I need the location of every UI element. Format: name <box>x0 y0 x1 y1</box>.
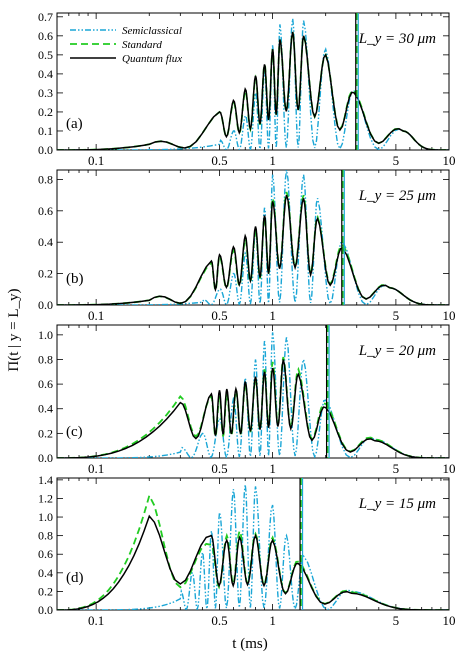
y-tick-label: 0.5 <box>38 48 53 62</box>
ly-label: L_y = 25 μm <box>358 188 436 204</box>
x-tick-label: 5 <box>393 613 400 628</box>
y-tick-label: 0.6 <box>38 377 53 391</box>
panel-label: (a) <box>66 116 83 132</box>
series-semiclassical <box>57 18 449 150</box>
y-tick-label: 0.4 <box>38 402 53 416</box>
axes-frame <box>56 324 450 459</box>
x-tick-label: 0.1 <box>88 461 104 476</box>
x-tick-label: 5 <box>393 461 400 476</box>
series-semiclassical <box>57 170 449 305</box>
panel-0: 0.1 0.5 1 5 10 0.0 0.1 0.2 0.3 0.4 0.5 0.6 0.7 (a) L_y… <box>38 10 456 168</box>
y-tick-label: 0.8 <box>38 172 53 186</box>
series-quantum-flux <box>57 31 449 150</box>
x-tick-label: 0.5 <box>211 153 227 168</box>
legend: Semiclassical Standard Quantum flux <box>70 25 182 65</box>
series-quantum-flux <box>57 359 449 458</box>
x-tick-label: 1 <box>269 461 276 476</box>
y-tick-label: 0.0 <box>38 143 53 157</box>
y-tick-label: 0.2 <box>38 105 53 119</box>
panels: 0.1 0.5 1 5 10 0.0 0.1 0.2 0.3 0.4 0.5 0.6 0.7 (a) L_y… <box>38 10 456 628</box>
x-tick-label: 10 <box>443 613 456 628</box>
y-tick-label: 0.2 <box>38 267 53 281</box>
y-tick-label: 1.0 <box>38 510 53 524</box>
x-tick-label: 0.5 <box>211 613 227 628</box>
x-tick-label: 1 <box>269 153 276 168</box>
x-tick-label: 10 <box>443 308 456 323</box>
panel-1: 0.1 0.5 1 5 10 0.0 0.2 0.4 0.6 0.8 (b) L_y = 25 μm <box>38 169 456 323</box>
y-tick-label: 0.2 <box>38 584 53 598</box>
series-quantum-flux <box>57 194 449 305</box>
panel-label: (c) <box>66 424 83 440</box>
x-axis-title: t (ms) <box>232 636 267 652</box>
panel-label: (d) <box>66 570 84 586</box>
y-tick-label: 0.4 <box>38 235 53 249</box>
y-tick-label: 0.8 <box>38 352 53 366</box>
y-axis-title: Π(t | y = L_y) <box>6 288 22 371</box>
y-tick-label: 1.4 <box>38 473 53 487</box>
x-tick-label: 0.1 <box>88 308 104 323</box>
series-standard <box>57 493 449 610</box>
axes-frame <box>56 169 450 306</box>
y-tick-label: 0.6 <box>38 204 53 218</box>
x-tick-label: 10 <box>443 461 456 476</box>
series-semiclassical <box>57 484 449 610</box>
ly-label: L_y = 20 μm <box>358 343 436 359</box>
x-tick-label: 0.1 <box>88 153 104 168</box>
y-tick-label: 0.1 <box>38 124 53 138</box>
y-tick-label: 0.7 <box>38 10 53 24</box>
legend-semiclassical-label: Semiclassical <box>122 25 182 37</box>
legend-quantum-label: Quantum flux <box>122 53 182 65</box>
y-tick-label: 0.4 <box>38 566 53 580</box>
x-tick-label: 1 <box>269 613 276 628</box>
panel-label: (b) <box>66 271 84 287</box>
y-tick-label: 0.3 <box>38 86 53 100</box>
y-tick-label: 0.2 <box>38 426 53 440</box>
x-tick-label: 0.5 <box>211 308 227 323</box>
y-tick-label: 0.0 <box>38 603 53 617</box>
x-tick-label: 5 <box>393 308 400 323</box>
ly-label: L_y = 30 μm <box>358 31 436 47</box>
y-tick-label: 1.2 <box>38 491 53 505</box>
y-tick-label: 0.8 <box>38 529 53 543</box>
axes-frame <box>56 477 450 611</box>
ly-label: L_y = 15 μm <box>358 496 436 512</box>
y-tick-label: 0.0 <box>38 451 53 465</box>
x-tick-label: 10 <box>443 153 456 168</box>
x-tick-label: 0.5 <box>211 461 227 476</box>
y-tick-label: 0.6 <box>38 547 53 561</box>
panel-3: 0.1 0.5 1 5 10 0.0 0.2 0.4 0.6 0.8 1.0 1.2 1.4 (d) L_y… <box>38 473 456 628</box>
y-tick-label: 0.0 <box>38 298 53 312</box>
y-tick-label: 0.4 <box>38 67 53 81</box>
legend-standard-label: Standard <box>122 39 162 51</box>
axes-frame <box>56 12 450 151</box>
y-tick-label: 0.6 <box>38 29 53 43</box>
series-quantum-flux <box>57 514 449 610</box>
x-tick-label: 0.1 <box>88 613 104 628</box>
x-tick-label: 5 <box>393 153 400 168</box>
panel-2: 0.1 0.5 1 5 10 0.0 0.2 0.4 0.6 0.8 1.0 (c) L_y = 20 … <box>38 324 456 476</box>
x-tick-label: 1 <box>269 308 276 323</box>
y-tick-label: 1.0 <box>38 328 53 342</box>
